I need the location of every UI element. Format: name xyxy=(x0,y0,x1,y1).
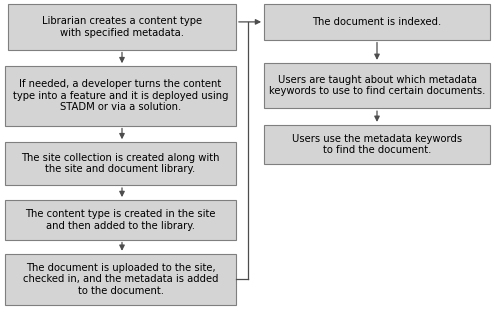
Bar xyxy=(8,4,236,50)
Text: The site collection is created along with
the site and document library.: The site collection is created along wit… xyxy=(21,153,220,174)
Bar xyxy=(264,125,490,165)
Bar xyxy=(5,254,236,305)
Text: The content type is created in the site
and then added to the library.: The content type is created in the site … xyxy=(25,209,216,230)
Bar xyxy=(264,63,490,108)
Text: Librarian creates a content type
with specified metadata.: Librarian creates a content type with sp… xyxy=(42,16,202,38)
Bar xyxy=(5,200,236,240)
Text: The document is indexed.: The document is indexed. xyxy=(312,17,442,27)
Text: Users are taught about which metadata
keywords to use to find certain documents.: Users are taught about which metadata ke… xyxy=(269,75,485,96)
Text: If needed, a developer turns the content
type into a feature and it is deployed : If needed, a developer turns the content… xyxy=(13,79,228,112)
Text: The document is uploaded to the site,
checked in, and the metadata is added
to t: The document is uploaded to the site, ch… xyxy=(23,263,218,296)
Bar xyxy=(5,142,236,185)
Bar xyxy=(5,66,236,126)
Text: Users use the metadata keywords
to find the document.: Users use the metadata keywords to find … xyxy=(292,134,462,155)
Bar xyxy=(264,4,490,40)
